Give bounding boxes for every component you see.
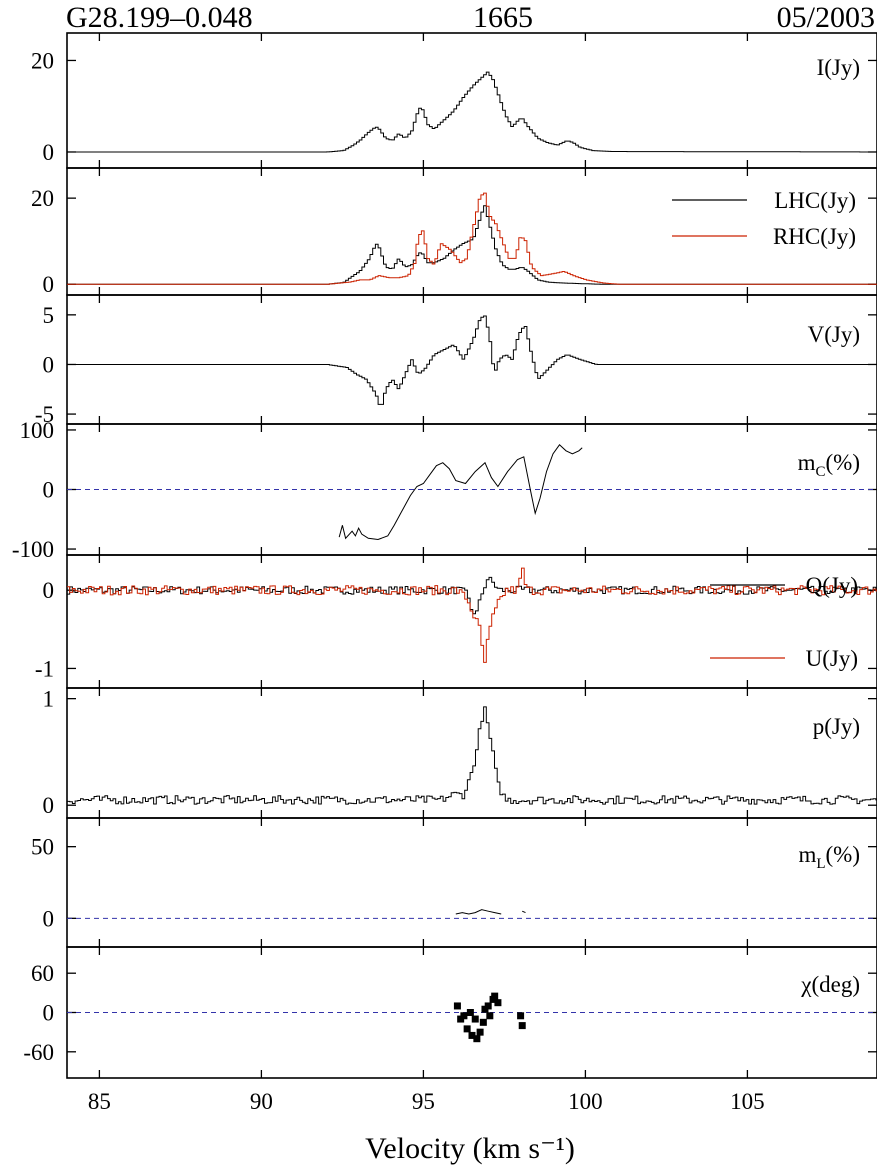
y-tick-label: 0 xyxy=(43,1001,55,1026)
y-tick-label: 0 xyxy=(43,906,55,931)
panel-V: 5 0 -5 V(Jy) xyxy=(35,294,877,427)
series-marker xyxy=(463,1025,471,1033)
y-tick-label: 0 xyxy=(43,578,55,603)
series-line-primary xyxy=(67,706,877,805)
panel-mc: 100 0 -100 mC(%) xyxy=(12,418,877,562)
series-marker xyxy=(517,1012,525,1020)
epoch-label: 05/2003 xyxy=(777,1,875,34)
panel-label: I(Jy) xyxy=(817,55,860,80)
y-tick-label: 0 xyxy=(43,793,55,818)
legend-label: LHC(Jy) xyxy=(774,188,856,213)
y-tick-label: -100 xyxy=(12,537,54,562)
series-marker xyxy=(476,1028,484,1036)
series-marker xyxy=(473,1035,481,1043)
y-tick-label: -5 xyxy=(35,402,54,427)
panel-LR: 0 20 LHC(Jy) RHC(Jy) xyxy=(31,167,877,297)
panel-label: mL(%) xyxy=(798,842,860,872)
panel-frame xyxy=(66,32,877,169)
panel-frame xyxy=(66,817,877,948)
x-tick-label: 105 xyxy=(730,1089,765,1114)
panel-label: p(Jy) xyxy=(813,714,860,739)
panel-label: χ(deg) xyxy=(800,972,860,997)
y-tick-label: 0 xyxy=(43,478,55,503)
series-line-primary xyxy=(67,315,877,405)
legend: Q(Jy) U(Jy) xyxy=(710,573,858,671)
series-marker xyxy=(466,1009,474,1016)
legend-label: RHC(Jy) xyxy=(773,224,856,249)
series-marker xyxy=(468,1031,476,1039)
series-line-primary xyxy=(67,205,877,285)
panel-frame xyxy=(66,554,877,689)
x-tick-label: 95 xyxy=(412,1089,435,1114)
legend-label: U(Jy) xyxy=(806,646,858,671)
y-tick-label: 100 xyxy=(20,418,55,443)
series-marker xyxy=(491,992,499,1000)
series-marker xyxy=(453,1002,461,1010)
y-tick-label: -60 xyxy=(23,1040,54,1065)
series-line-primary xyxy=(67,576,877,615)
y-tick-label: 0 xyxy=(43,272,55,297)
series-line-secondary xyxy=(67,567,877,663)
y-tick-label: 0 xyxy=(43,140,55,165)
series-line-primary xyxy=(455,909,502,915)
x-tick-label: 90 xyxy=(250,1089,273,1114)
y-tick-label: 0 xyxy=(43,352,55,377)
panel-stack: 020 I(Jy)020 LHC(Jy)RHC(Jy)50-5V(Jy)1000-1… xyxy=(12,32,877,1079)
series-marker xyxy=(484,1002,492,1010)
y-tick-label: 60 xyxy=(31,961,54,986)
series-line-secondary xyxy=(67,192,877,285)
y-tick-label: 20 xyxy=(31,186,54,211)
y-tick-label: 20 xyxy=(31,48,54,73)
panel-p: 1 0 p(Jy) xyxy=(43,687,877,819)
x-tick-label: 100 xyxy=(568,1089,603,1114)
source-name: G28.199–0.048 xyxy=(66,1,253,34)
panel-frame xyxy=(66,294,877,425)
frequency-label: 1665 xyxy=(473,1,533,34)
y-tick-label: 1 xyxy=(43,687,55,712)
series-marker xyxy=(479,1018,487,1026)
panel-I: 0 20 I(Jy) xyxy=(31,32,877,169)
y-tick-label: 50 xyxy=(31,835,54,860)
series-marker xyxy=(494,999,502,1007)
series-line-primary xyxy=(67,71,877,153)
legend: LHC(Jy) RHC(Jy) xyxy=(672,188,856,249)
series-line-primary xyxy=(338,444,583,541)
x-tick-label: 85 xyxy=(88,1089,111,1114)
y-tick-label: 5 xyxy=(43,303,55,328)
series-marker xyxy=(486,1012,494,1020)
panel-ml: 50 0 mL(%) xyxy=(31,817,877,948)
panel-label: mC(%) xyxy=(798,450,860,480)
x-axis: 85 90 95 100 105 xyxy=(88,1089,765,1114)
panel-chi: 60 0 -60 χ(deg) xyxy=(23,946,877,1079)
series-marker xyxy=(471,1015,479,1023)
series-line-secondary xyxy=(522,910,526,914)
series-marker xyxy=(460,1012,468,1020)
x-axis-label: Velocity (km s⁻¹) xyxy=(365,1132,575,1165)
series-marker xyxy=(518,1022,526,1030)
y-tick-label: -1 xyxy=(35,656,54,681)
panel-frame xyxy=(66,167,877,296)
panel-label: V(Jy) xyxy=(808,322,860,347)
panel-QU: 0 -1 Q(Jy) U(Jy) xyxy=(35,554,877,689)
legend-label: Q(Jy) xyxy=(806,573,858,598)
